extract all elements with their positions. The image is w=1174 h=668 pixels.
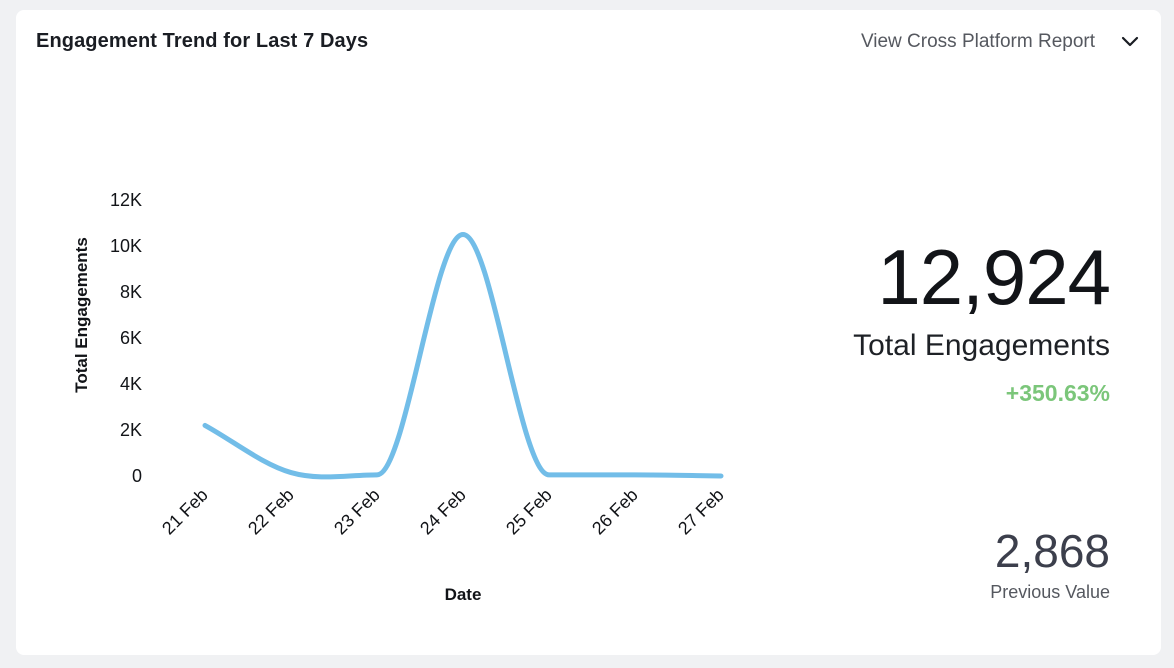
change-percentage: +350.63% [1005,380,1110,406]
series-line [202,232,724,480]
y-axis-ticks: 0 2K 4K 6K 8K 10K 12K [110,190,142,486]
x-tick-label: 27 Feb [674,485,728,539]
y-axis-label: Total Engagements [72,237,91,393]
x-tick-label: 25 Feb [502,485,556,539]
x-tick-label: 21 Feb [158,485,212,539]
y-tick-label: 12K [110,190,142,210]
y-tick-label: 6K [120,328,142,348]
x-tick-label: 26 Feb [588,485,642,539]
y-tick-label: 4K [120,374,142,394]
engagement-trend-card: Engagement Trend for Last 7 Days View Cr… [16,10,1161,655]
previous-value-label: Previous Value [990,582,1110,602]
card-title: Engagement Trend for Last 7 Days [36,30,369,52]
x-tick-label: 23 Feb [330,485,384,539]
chevron-down-icon[interactable] [1119,31,1141,53]
x-tick-label: 24 Feb [416,485,470,539]
previous-value: 2,868 [994,525,1110,577]
x-axis-label: Date [445,585,482,604]
view-cross-platform-report-link[interactable]: View Cross Platform Report [860,31,1095,52]
y-tick-label: 0 [132,466,142,486]
total-engagements-value: 12,924 [877,233,1111,321]
engagement-line-chart: Total Engagements Date 0 2K 4K 6K 8K 10K 12K 2… [72,190,728,604]
x-axis-ticks: 21 Feb 22 Feb 23 Feb 24 Feb 25 Feb 26 Feb 27 F… [158,485,728,539]
x-tick-label: 22 Feb [244,485,298,539]
y-tick-label: 10K [110,236,142,256]
y-tick-label: 2K [120,420,142,440]
y-tick-label: 8K [120,282,142,302]
total-engagements-label: Total Engagements [853,329,1110,362]
